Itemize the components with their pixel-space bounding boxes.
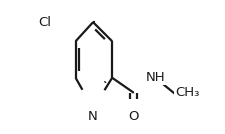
Text: O: O	[128, 110, 138, 123]
Text: CH₃: CH₃	[175, 86, 199, 99]
Text: NH: NH	[145, 71, 164, 84]
Text: Cl: Cl	[38, 16, 51, 29]
Text: N: N	[88, 110, 97, 123]
